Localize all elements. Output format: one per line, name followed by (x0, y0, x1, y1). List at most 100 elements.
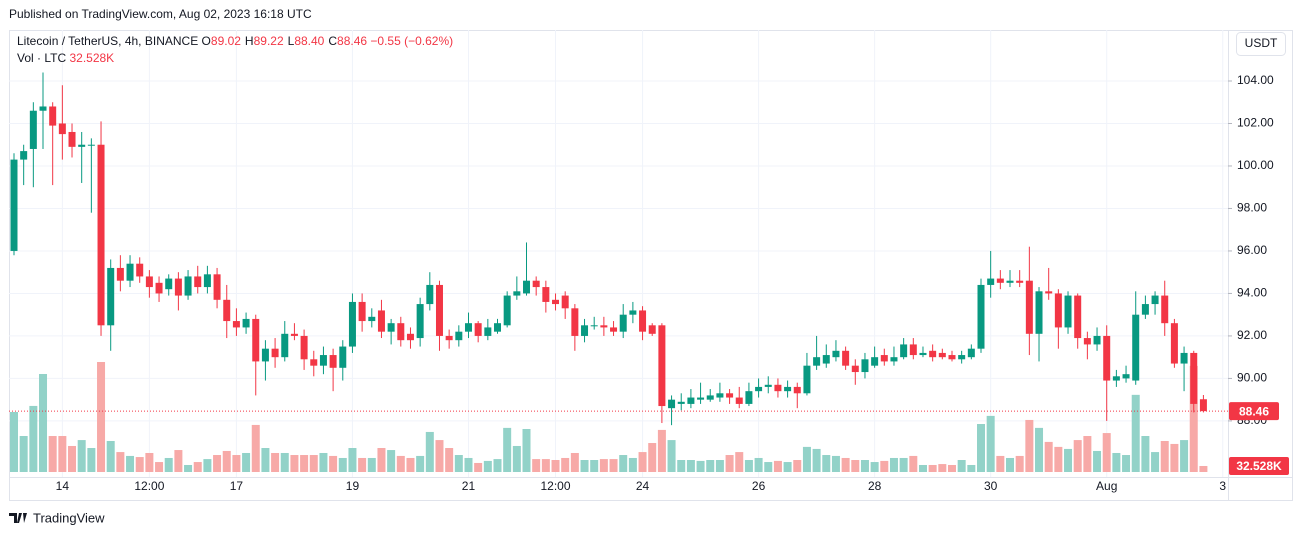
volume-bar (396, 455, 405, 472)
volume-bar (454, 455, 463, 472)
candle-body (610, 327, 618, 332)
x-tick-label: 24 (636, 479, 650, 493)
volume-bar (870, 462, 879, 472)
volume-bar (996, 455, 1005, 472)
volume-bar (541, 459, 550, 472)
candle-body (919, 352, 927, 356)
volume-bar (706, 460, 715, 472)
currency-button[interactable] (1236, 32, 1286, 56)
candle-body (416, 304, 424, 339)
candle-body (1132, 314, 1140, 381)
volume-bar (174, 450, 183, 472)
candle-body (938, 352, 946, 358)
volume-bar (387, 450, 396, 472)
volume-bar (97, 362, 106, 472)
ohlc-key: L (287, 34, 295, 48)
volume-bar (164, 457, 173, 472)
candle-body (261, 348, 269, 362)
candle-body (880, 355, 888, 362)
volume-bar (474, 462, 483, 472)
candle-body (503, 295, 511, 326)
candle-body (406, 333, 414, 341)
volume-bar (280, 452, 289, 472)
volume-bar (184, 464, 193, 472)
volume-bar (1160, 440, 1169, 472)
candle-body (687, 397, 695, 404)
volume-bar (58, 436, 67, 472)
volume-bar (735, 452, 744, 472)
volume-bar (300, 455, 309, 472)
candle-body (20, 151, 28, 160)
volume-legend-label: Vol · LTC (17, 51, 67, 65)
candle-body (1103, 335, 1111, 381)
ohlc-key: C (328, 34, 338, 48)
volume-bar (1044, 441, 1053, 472)
candle-body (1064, 295, 1072, 328)
candle-body (1190, 352, 1198, 404)
candle-body (871, 357, 879, 366)
volume-bar (19, 436, 28, 472)
x-tick-label: 3 (1219, 479, 1226, 493)
candle-body (832, 350, 840, 358)
candle-body (1074, 295, 1082, 339)
x-tick-label: 21 (462, 479, 476, 493)
volume-bar (1083, 436, 1092, 472)
volume-bar (812, 448, 821, 472)
volume-bar (1035, 427, 1044, 472)
candle-body (426, 284, 434, 305)
logo (9, 513, 27, 523)
volume-bar (68, 445, 77, 472)
candle-body (629, 310, 637, 315)
volume-bar (1006, 457, 1015, 472)
candle-body (329, 355, 337, 368)
volume-bar (686, 460, 695, 472)
candle-body (542, 287, 550, 302)
volume-bar (1199, 465, 1208, 472)
volume-bar (599, 459, 608, 472)
brand: TradingView (33, 510, 105, 525)
volume-bar (667, 440, 676, 472)
volume-bar (493, 459, 502, 472)
currency[interactable]: USDT (1245, 36, 1278, 50)
candle-body (822, 355, 830, 364)
volume-bar (445, 448, 454, 472)
candle-body (755, 386, 763, 392)
candle-body (851, 365, 859, 373)
volume-bar (918, 464, 927, 472)
volume-bar (938, 464, 947, 472)
candle-body (290, 333, 298, 336)
volume-bar (435, 440, 444, 472)
candle-body (648, 325, 656, 334)
candle-body (377, 310, 385, 332)
volume-bar (899, 457, 908, 472)
volume-bar (793, 460, 802, 472)
candle-body (1093, 335, 1101, 345)
candle-body (1083, 338, 1091, 345)
volume-label-bg (1229, 457, 1289, 475)
volume-bar (851, 460, 860, 472)
candle-body (68, 131, 76, 147)
volume-bar (802, 446, 811, 472)
volume-bar (193, 462, 202, 472)
candle-body (126, 263, 134, 281)
candle-body (29, 110, 37, 149)
volume-bar (609, 459, 618, 472)
volume-bar (522, 428, 531, 472)
candle-body (1122, 374, 1130, 379)
candle-body (909, 344, 917, 356)
volume-bar (715, 460, 724, 472)
candle-body (184, 276, 192, 296)
price-label-bg (1229, 402, 1279, 421)
candle-body (281, 333, 289, 358)
candle-body (996, 278, 1004, 283)
candle-body (368, 316, 376, 322)
candle-body (494, 323, 501, 332)
volume-bar (889, 457, 898, 472)
volume-bar (822, 455, 831, 472)
candle-body (948, 355, 956, 360)
candle-body (87, 144, 95, 146)
candle-body (203, 274, 211, 288)
volume-bar (977, 424, 985, 472)
candle-body (358, 301, 366, 322)
candle-body (116, 267, 124, 281)
